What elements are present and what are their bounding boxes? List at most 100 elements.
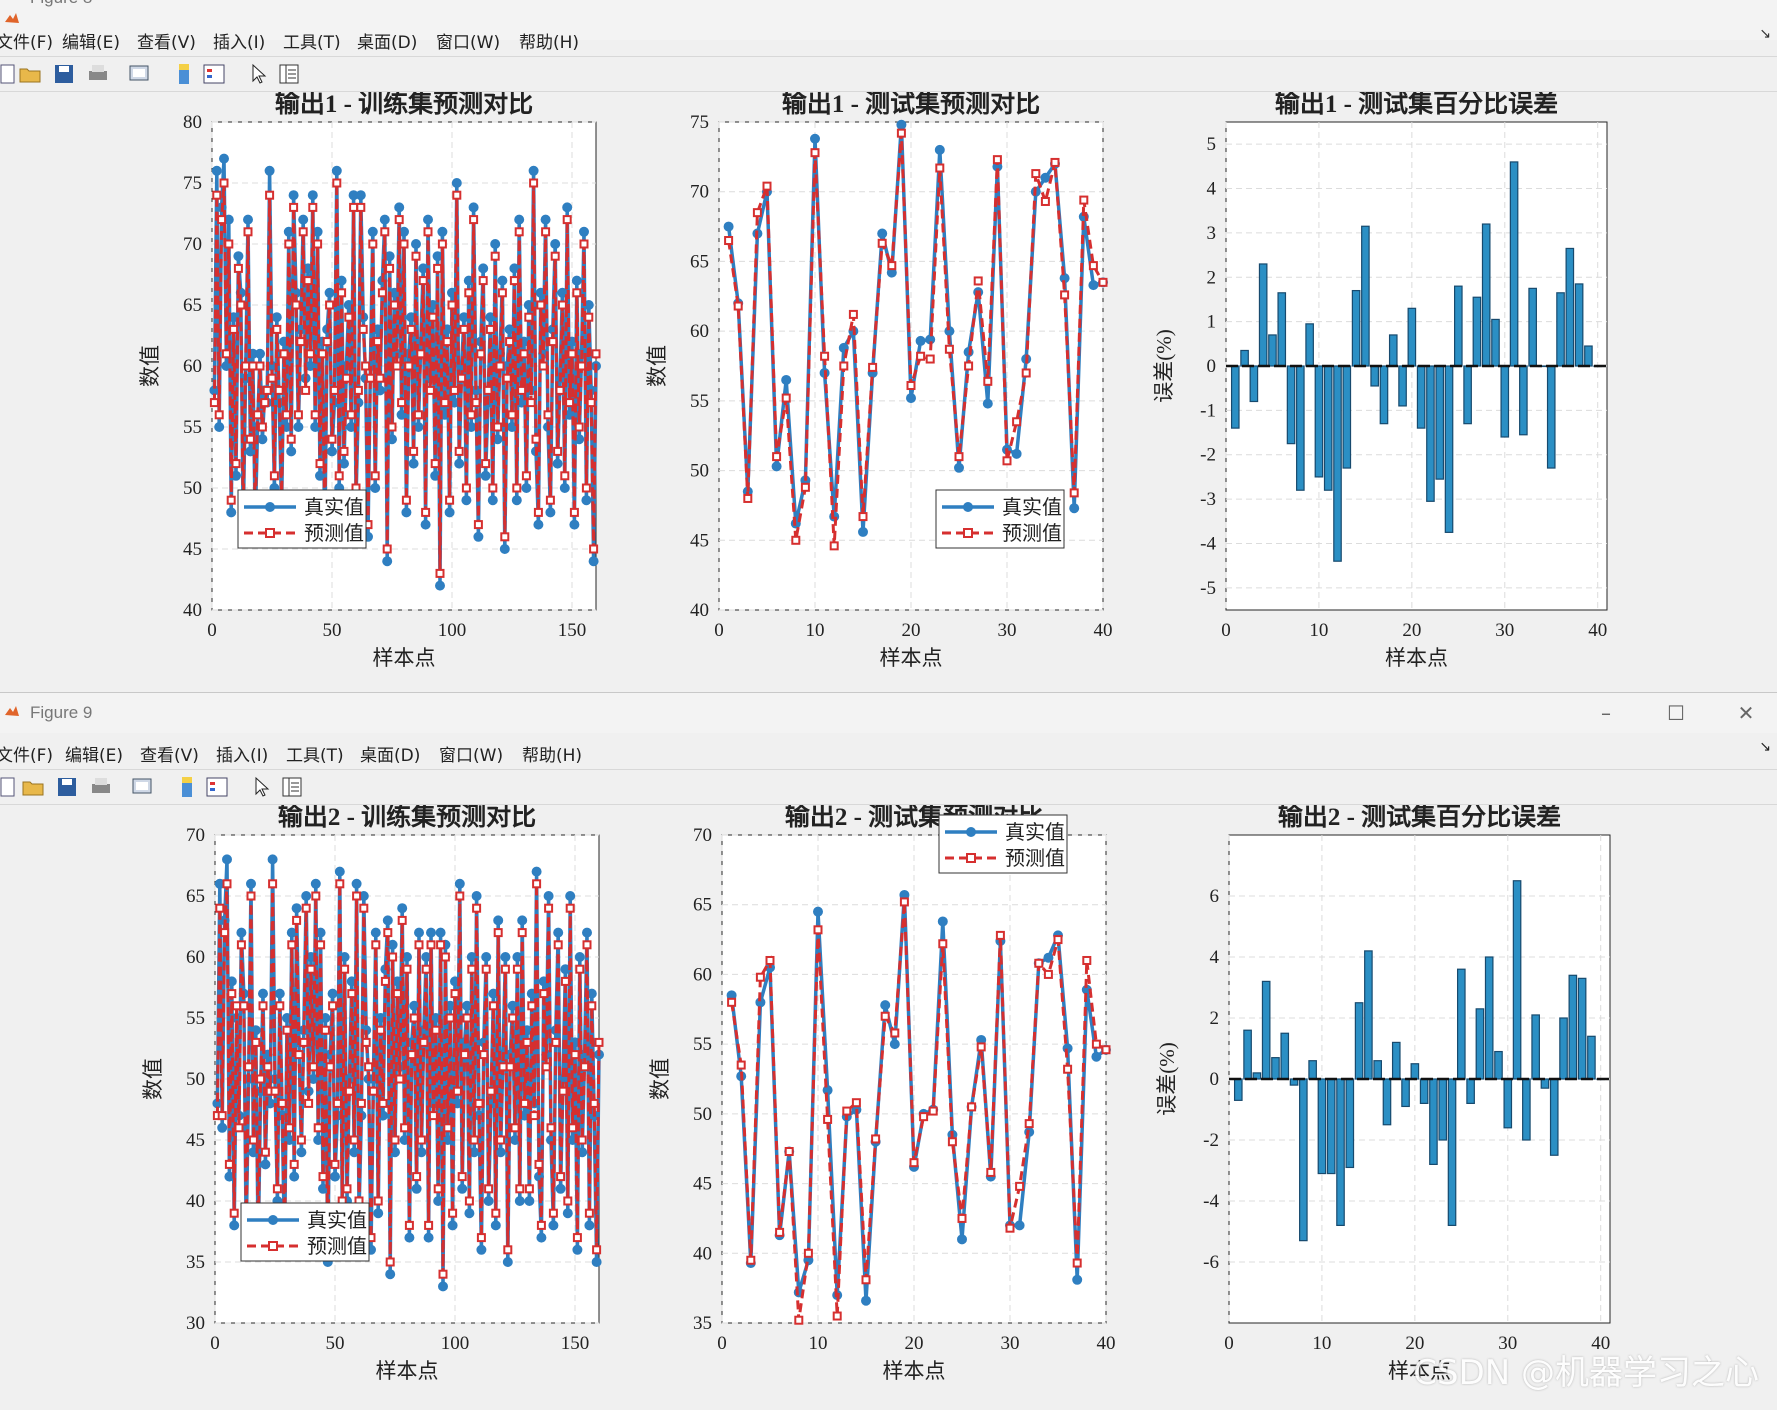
pred-point xyxy=(289,202,299,212)
new-file-icon[interactable] xyxy=(0,62,20,86)
y-tick-label: 40 xyxy=(183,600,202,621)
pred-point xyxy=(909,1158,919,1168)
save-icon[interactable] xyxy=(52,62,76,86)
pred-point xyxy=(472,903,482,913)
pred-point xyxy=(226,495,236,505)
pred-point xyxy=(775,1227,785,1237)
menu-edit[interactable]: 编辑(E) xyxy=(62,33,121,53)
link-figure-icon[interactable] xyxy=(127,62,151,86)
x-tick-label: 0 xyxy=(210,1333,220,1354)
pred-point xyxy=(478,276,488,286)
pred-point xyxy=(493,928,503,938)
true-point xyxy=(889,1039,900,1050)
true-point xyxy=(571,275,582,286)
window-titlebar[interactable]: Figure 8 xyxy=(0,0,1777,40)
open-folder-icon[interactable] xyxy=(18,62,42,86)
pointer-icon[interactable] xyxy=(250,775,274,799)
x-axis-label: 样本点 xyxy=(880,646,943,670)
pred-point xyxy=(1005,1223,1015,1233)
true-point xyxy=(521,483,532,493)
pred-point xyxy=(562,215,572,225)
print-icon[interactable] xyxy=(89,775,113,799)
menu-insert[interactable]: 插入(I) xyxy=(213,33,266,53)
pred-point xyxy=(572,1233,582,1243)
pred-point xyxy=(251,1037,261,1047)
pred-point xyxy=(327,434,337,444)
maximize-button[interactable]: ☐ xyxy=(1667,701,1685,725)
legend-box xyxy=(935,489,1065,549)
y-tick-label: 70 xyxy=(183,234,202,255)
error-bar xyxy=(1546,365,1556,469)
subplot: 0 10 20 30 40 40 45 50 55 60 65 70 75 输出1 - 测试集预测对比样本… xyxy=(645,89,1113,670)
pred-point xyxy=(899,897,909,907)
error-bar xyxy=(1277,292,1287,367)
true-point xyxy=(1069,503,1080,514)
y-tick-label: 50 xyxy=(690,461,709,482)
pred-point xyxy=(524,312,534,322)
x-tick-label: 30 xyxy=(998,620,1017,641)
true-point xyxy=(454,458,465,469)
true-point xyxy=(499,544,510,554)
pred-point xyxy=(983,376,993,386)
true-point xyxy=(957,1234,967,1245)
menu-desktop[interactable]: 桌面(D) xyxy=(357,33,418,53)
pred-point xyxy=(340,964,350,974)
dock-arrow-icon[interactable]: ↘ xyxy=(1759,739,1771,755)
menu-file[interactable]: 文件(F) xyxy=(0,33,54,53)
error-bar xyxy=(1463,365,1472,425)
menu-help[interactable]: 帮助(H) xyxy=(519,33,580,53)
pred-point xyxy=(529,178,539,188)
pred-point xyxy=(567,349,577,359)
open-folder-icon[interactable] xyxy=(21,775,45,799)
pred-point xyxy=(412,1172,422,1182)
property-editor-icon[interactable] xyxy=(280,775,304,799)
menu-help[interactable]: 帮助(H) xyxy=(522,746,583,766)
colorbar-icon[interactable] xyxy=(172,62,196,86)
legend-icon[interactable] xyxy=(202,62,226,86)
error-bar xyxy=(1379,365,1389,425)
pred-point xyxy=(539,989,549,999)
save-icon[interactable] xyxy=(55,775,79,799)
true-point xyxy=(370,483,381,493)
legend-true-marker xyxy=(963,502,973,512)
menu-view[interactable]: 查看(V) xyxy=(137,33,196,53)
pred-point xyxy=(784,1147,794,1157)
pred-point xyxy=(449,385,459,395)
true-point xyxy=(473,531,484,542)
error-bar xyxy=(1429,1078,1438,1166)
pred-point xyxy=(938,939,948,949)
dock-arrow-icon[interactable]: ↘ xyxy=(1759,26,1771,42)
legend-icon[interactable] xyxy=(205,775,229,799)
menu-window[interactable]: 窗口(W) xyxy=(436,33,501,53)
colorbar-icon[interactable] xyxy=(175,775,199,799)
pointer-icon[interactable] xyxy=(247,62,271,86)
minimize-button[interactable]: – xyxy=(1601,701,1611,725)
print-icon[interactable] xyxy=(86,62,110,86)
menu-file[interactable]: 文件(F) xyxy=(0,746,54,766)
pred-point xyxy=(839,361,849,371)
menu-edit[interactable]: 编辑(E) xyxy=(65,746,124,766)
menu-tools[interactable]: 工具(T) xyxy=(286,746,344,766)
pred-point xyxy=(390,1135,400,1145)
close-button[interactable]: ✕ xyxy=(1737,701,1755,725)
pred-point xyxy=(400,1123,410,1133)
menu-desktop[interactable]: 桌面(D) xyxy=(360,746,421,766)
pred-point xyxy=(430,459,440,469)
menu-view[interactable]: 查看(V) xyxy=(140,746,199,766)
link-figure-icon[interactable] xyxy=(130,775,154,799)
pred-point xyxy=(502,373,512,383)
pred-point xyxy=(277,1098,287,1108)
true-point xyxy=(771,461,782,472)
menu-insert[interactable]: 插入(I) xyxy=(216,746,269,766)
new-file-icon[interactable] xyxy=(0,775,20,799)
pred-point xyxy=(409,446,419,456)
true-point xyxy=(480,470,491,481)
window-titlebar[interactable]: Figure 9 – ☐ ✕ xyxy=(0,693,1777,733)
property-editor-icon[interactable] xyxy=(277,62,301,86)
error-bar xyxy=(1317,1078,1327,1175)
true-point xyxy=(382,556,393,567)
menu-tools[interactable]: 工具(T) xyxy=(283,33,341,53)
menu-window[interactable]: 窗口(W) xyxy=(439,746,504,766)
pred-point xyxy=(416,349,426,359)
